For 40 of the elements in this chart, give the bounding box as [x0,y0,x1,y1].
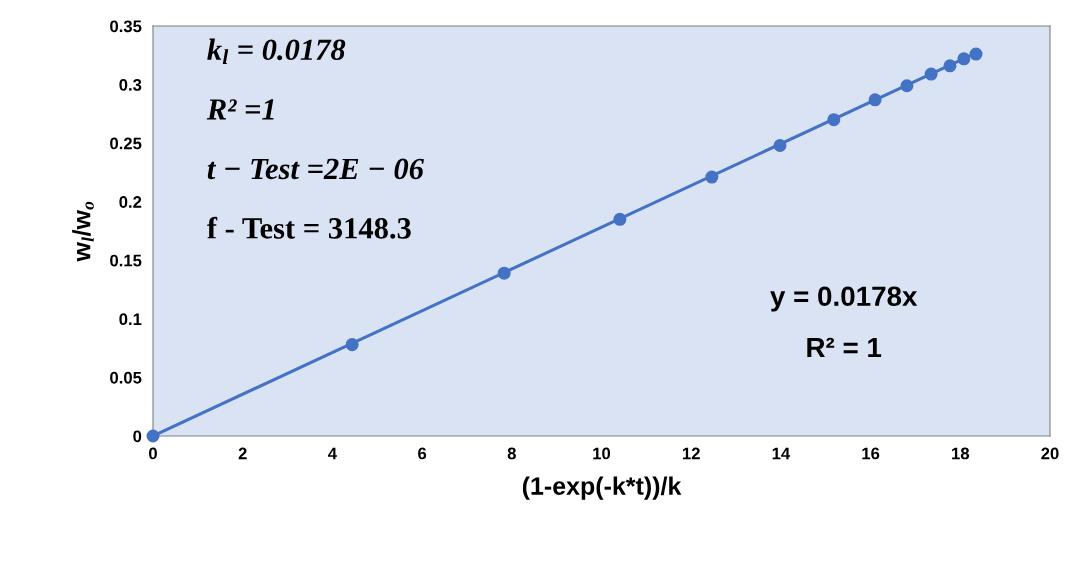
point [868,93,882,107]
y-axis-title: w$_{l}$/w$_{o}$ [72,201,94,262]
x-tick-label: 10 [593,447,611,460]
point [957,52,971,66]
y-tick-label: 0.2 [119,196,142,208]
point [613,212,627,226]
y-tick-label: 0.15 [110,254,142,267]
point [773,138,787,152]
y-tick-label: 0 [133,430,142,443]
annotation: R² =1 [206,99,274,120]
x-tick-label: 18 [952,447,970,460]
annotation: R² = 1 [807,337,882,358]
annotation: y = 0.0178x [770,286,918,312]
annotation: t − Test =2E − 06 [207,158,424,180]
y-tick-label: 0.1 [119,313,142,326]
point [146,429,160,443]
point [345,338,359,352]
point [705,170,719,184]
x-axis-title: (1-exp(-k*t))/k [522,476,682,500]
point [900,79,914,93]
annotation: k$_{l}$ = 0.0178 [207,38,346,65]
point [969,47,983,61]
y-tick-label: 0.35 [110,20,142,33]
x-tick-label: 16 [862,447,880,460]
y-tick-label: 0.3 [119,78,142,91]
point [497,266,511,280]
y-tick-label: 0.25 [110,137,142,150]
x-tick-label: 6 [418,447,427,460]
x-tick-label: 20 [1041,447,1059,460]
point [943,59,957,73]
x-tick-label: 14 [772,447,791,460]
point [827,113,841,127]
x-tick-label: 4 [328,447,337,460]
x-tick-label: 8 [507,447,516,460]
x-tick-label: 0 [149,447,157,460]
annotation: f - Test = 3148.3 [207,216,411,239]
x-tick-label: 2 [238,447,247,460]
point [924,67,938,81]
y-tick-label: 0.05 [110,371,142,384]
x-tick-label: 12 [682,447,700,460]
